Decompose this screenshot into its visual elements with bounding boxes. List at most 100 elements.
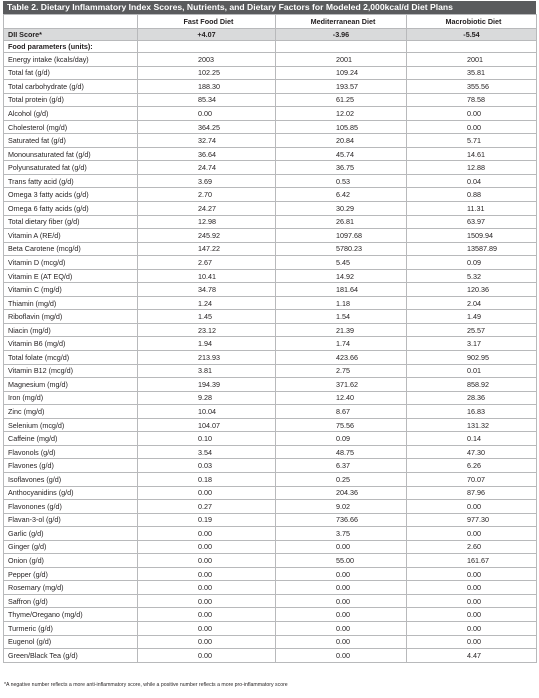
value-macrobiotic: 5.71 xyxy=(406,133,537,148)
value-macrobiotic: 87.96 xyxy=(406,485,537,501)
row-label: Magnesium (mg/d) xyxy=(3,377,138,392)
value-fast-food: 1.24 xyxy=(137,295,276,311)
row-label: Rosemary (mg/d) xyxy=(3,580,138,595)
value-fast-food: 3.54 xyxy=(137,444,276,460)
row-label: Caffeine (mg/d) xyxy=(3,431,138,446)
table-row: Flavonones (g/d) 0.27 9.02 0.00 xyxy=(3,499,537,514)
value-fast-food: 24.74 xyxy=(137,160,276,175)
value-macrobiotic: 78.58 xyxy=(406,92,537,108)
value-macrobiotic: 0.00 xyxy=(406,593,537,609)
section-header-row: Food parameters (units): xyxy=(3,40,537,53)
table-row: Saturated fat (g/d) 32.74 20.84 5.71 xyxy=(3,133,537,148)
value-mediterranean: 5780.23 xyxy=(275,241,407,257)
value-fast-food: 0.03 xyxy=(137,458,276,473)
value-fast-food: 3.69 xyxy=(137,173,276,189)
value-mediterranean: 30.29 xyxy=(275,201,407,216)
value-mediterranean: 0.00 xyxy=(275,566,407,582)
value-mediterranean: 3.75 xyxy=(275,526,407,541)
row-label: Thiamin (mg/d) xyxy=(3,295,138,311)
section-empty-cell xyxy=(406,40,537,53)
value-mediterranean: 2.75 xyxy=(275,363,407,379)
value-fast-food: 147.22 xyxy=(137,241,276,257)
value-macrobiotic: 0.00 xyxy=(406,580,537,595)
row-label: Green/Black Tea (g/d) xyxy=(3,648,138,663)
row-label: Vitamin D (mcg/d) xyxy=(3,255,138,270)
value-macrobiotic: 902.95 xyxy=(406,350,537,365)
row-label: Ginger (g/d) xyxy=(3,539,138,555)
table-row: Rosemary (mg/d) 0.00 0.00 0.00 xyxy=(3,580,537,595)
value-mediterranean: 371.62 xyxy=(275,377,407,392)
value-macrobiotic: 3.17 xyxy=(406,336,537,352)
value-macrobiotic: 47.30 xyxy=(406,444,537,460)
value-mediterranean: 20.84 xyxy=(275,133,407,148)
value-fast-food: 34.78 xyxy=(137,282,276,297)
value-mediterranean: 55.00 xyxy=(275,553,407,568)
value-macrobiotic: 2001 xyxy=(406,52,537,67)
value-fast-food: 245.92 xyxy=(137,228,276,243)
row-label: Iron (mg/d) xyxy=(3,390,138,406)
value-fast-food: 0.00 xyxy=(137,553,276,568)
value-macrobiotic: 2.60 xyxy=(406,539,537,555)
row-label: Garlic (g/d) xyxy=(3,526,138,541)
table-row: Turmeric (g/d) 0.00 0.00 0.00 xyxy=(3,620,537,636)
table-row: Vitamin D (mcg/d) 2.67 5.45 0.09 xyxy=(3,255,537,270)
value-macrobiotic: 0.00 xyxy=(406,526,537,541)
value-mediterranean: 9.02 xyxy=(275,499,407,514)
row-label: Isoflavones (g/d) xyxy=(3,471,138,487)
table-row: Total protein (g/d) 85.34 61.25 78.58 xyxy=(3,92,537,108)
value-fast-food: 364.25 xyxy=(137,119,276,135)
row-label: Turmeric (g/d) xyxy=(3,620,138,636)
value-macrobiotic: 4.47 xyxy=(406,648,537,663)
value-mediterranean: 48.75 xyxy=(275,444,407,460)
table-row: Vitamin C (mg/d) 34.78 181.64 120.36 xyxy=(3,282,537,297)
value-macrobiotic: 12.88 xyxy=(406,160,537,175)
value-macrobiotic: 63.97 xyxy=(406,214,537,230)
value-macrobiotic: 1.49 xyxy=(406,309,537,324)
table-row: Trans fatty acid (g/d) 3.69 0.53 0.04 xyxy=(3,173,537,189)
header-row: Fast Food Diet Mediterranean Diet Macrob… xyxy=(3,14,537,29)
table-row: Isoflavones (g/d) 0.18 0.25 70.07 xyxy=(3,471,537,487)
value-fast-food: 0.19 xyxy=(137,512,276,528)
value-macrobiotic: 0.88 xyxy=(406,187,537,202)
value-mediterranean: 1.54 xyxy=(275,309,407,324)
row-label: Niacin (mg/d) xyxy=(3,322,138,338)
row-label: Flavonones (g/d) xyxy=(3,499,138,514)
table-row: Flavonols (g/d) 3.54 48.75 47.30 xyxy=(3,444,537,460)
table-row: Total dietary fiber (g/d) 12.98 26.81 63.97 xyxy=(3,214,537,230)
section-empty-cell xyxy=(275,40,407,53)
value-macrobiotic: 0.01 xyxy=(406,363,537,379)
row-label: Vitamin C (mg/d) xyxy=(3,282,138,297)
value-mediterranean: 181.64 xyxy=(275,282,407,297)
header-macrobiotic: Macrobiotic Diet xyxy=(406,14,537,29)
value-mediterranean: 1097.68 xyxy=(275,228,407,243)
section-empty-cell xyxy=(137,40,276,53)
row-label: Total protein (g/d) xyxy=(3,92,138,108)
value-mediterranean: 2001 xyxy=(275,52,407,67)
value-fast-food: 1.45 xyxy=(137,309,276,324)
row-label: Energy intake (kcals/day) xyxy=(3,52,138,67)
table-row: Polyunsaturated fat (g/d) 24.74 36.75 12.88 xyxy=(3,160,537,175)
value-macrobiotic: 14.61 xyxy=(406,146,537,162)
value-fast-food: 0.00 xyxy=(137,106,276,121)
row-label: Saturated fat (g/d) xyxy=(3,133,138,148)
value-fast-food: 9.28 xyxy=(137,390,276,406)
table-row: Total folate (mcg/d) 213.93 423.66 902.95 xyxy=(3,350,537,365)
value-mediterranean: 26.81 xyxy=(275,214,407,230)
row-label: Thyme/Oregano (mg/d) xyxy=(3,607,138,622)
row-label: Flavan-3-ol (g/d) xyxy=(3,512,138,528)
dii-score-row: DII Score* +4.07 -3.96 -5.54 xyxy=(3,28,537,41)
table-row: Eugenol (g/d) 0.00 0.00 0.00 xyxy=(3,634,537,650)
table-row: Energy intake (kcals/day) 2003 2001 2001 xyxy=(3,52,537,67)
table-row: Flavones (g/d) 0.03 6.37 6.26 xyxy=(3,458,537,473)
value-mediterranean: 14.92 xyxy=(275,268,407,284)
section-label: Food parameters (units): xyxy=(3,40,138,53)
value-mediterranean: 0.00 xyxy=(275,580,407,595)
table-row: Niacin (mg/d) 23.12 21.39 25.57 xyxy=(3,322,537,338)
value-mediterranean: 1.18 xyxy=(275,295,407,311)
table-row: Onion (g/d) 0.00 55.00 161.67 xyxy=(3,553,537,568)
row-label: Vitamin B12 (mcg/d) xyxy=(3,363,138,379)
table-row: Garlic (g/d) 0.00 3.75 0.00 xyxy=(3,526,537,541)
row-label: Polyunsaturated fat (g/d) xyxy=(3,160,138,175)
value-macrobiotic: 1509.94 xyxy=(406,228,537,243)
